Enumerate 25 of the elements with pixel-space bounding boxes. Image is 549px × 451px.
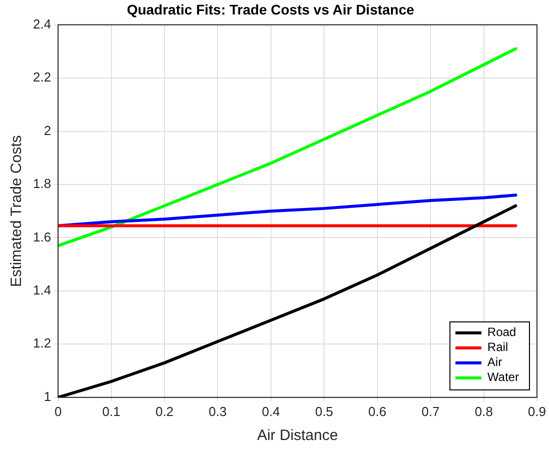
x-tick-label: 0.6 — [368, 404, 386, 419]
y-tick-label: 1 — [44, 388, 52, 404]
y-tick-label: 2 — [44, 122, 52, 138]
y-tick-label: 1.2 — [32, 336, 52, 351]
legend-label: Rail — [487, 340, 508, 354]
chart-title: Quadratic Fits: Trade Costs vs Air Distance — [126, 1, 414, 18]
y-tick-label: 1.4 — [32, 282, 52, 298]
y-tick-label: 2.4 — [32, 16, 52, 32]
x-tick-label: 0 — [54, 404, 62, 419]
x-tick-label: 0.5 — [315, 404, 334, 419]
x-tick-label: 0.9 — [528, 404, 546, 419]
x-tick-label: 0.8 — [474, 404, 493, 419]
y-tick-label: 1.6 — [32, 229, 52, 244]
y-tick-label: 1.8 — [32, 176, 52, 192]
x-tick-label: 0.4 — [262, 404, 280, 419]
x-tick-label: 0.7 — [422, 404, 440, 419]
x-tick-label: 0.2 — [155, 404, 174, 419]
x-tick-label: 0.1 — [102, 404, 120, 419]
y-tick-label: 2.2 — [32, 70, 52, 85]
legend-label: Air — [487, 355, 502, 370]
legend-label: Road — [487, 325, 516, 340]
y-axis-title: Estimated Trade Costs — [8, 135, 26, 287]
x-axis-title: Air Distance — [257, 427, 338, 444]
legend-label: Water — [487, 370, 519, 384]
x-tick-label: 0.3 — [208, 404, 227, 419]
